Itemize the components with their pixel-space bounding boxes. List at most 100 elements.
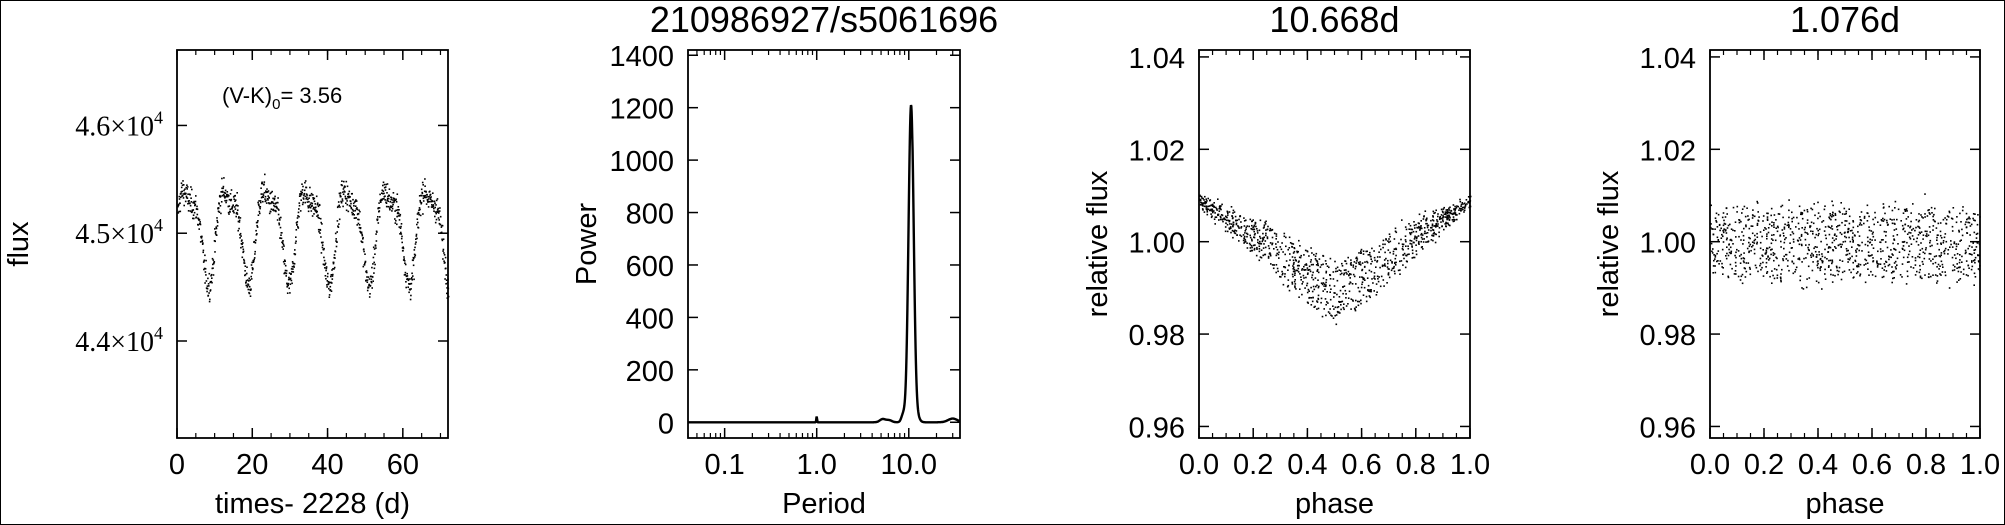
data-point bbox=[1407, 247, 1410, 250]
data-point bbox=[1857, 225, 1859, 228]
data-point bbox=[1394, 230, 1397, 233]
data-point bbox=[1860, 224, 1863, 226]
data-point bbox=[396, 223, 398, 226]
data-point bbox=[1879, 241, 1882, 244]
data-point bbox=[1863, 222, 1865, 225]
data-point bbox=[1339, 273, 1342, 276]
data-point bbox=[1792, 238, 1795, 241]
data-point bbox=[1955, 257, 1957, 260]
data-point bbox=[252, 261, 255, 263]
data-point bbox=[1770, 253, 1772, 256]
data-point bbox=[1940, 237, 1943, 239]
data-point bbox=[1264, 246, 1267, 249]
data-point bbox=[1411, 257, 1414, 259]
data-point bbox=[315, 206, 317, 209]
data-point bbox=[351, 211, 353, 214]
data-point bbox=[270, 208, 273, 210]
data-point bbox=[285, 272, 288, 275]
data-point bbox=[178, 195, 181, 198]
data-point bbox=[325, 278, 327, 280]
data-point bbox=[1910, 220, 1912, 223]
data-point bbox=[393, 198, 396, 200]
data-point bbox=[267, 195, 269, 197]
data-point bbox=[445, 279, 448, 281]
y-tick-label: 0 bbox=[658, 408, 674, 440]
data-point bbox=[1752, 244, 1754, 247]
data-point bbox=[1903, 240, 1906, 243]
data-point bbox=[1776, 277, 1779, 279]
data-point bbox=[375, 240, 378, 242]
data-point bbox=[348, 196, 350, 199]
data-point bbox=[1776, 225, 1779, 228]
data-point bbox=[1359, 261, 1361, 263]
data-point bbox=[295, 240, 297, 243]
data-point bbox=[322, 241, 324, 244]
data-point bbox=[337, 225, 339, 227]
data-point bbox=[1712, 248, 1714, 250]
data-point bbox=[1387, 272, 1390, 274]
data-point bbox=[1932, 258, 1934, 260]
data-point bbox=[225, 195, 228, 198]
data-point bbox=[356, 208, 359, 211]
data-point bbox=[1376, 275, 1379, 278]
data-point bbox=[1766, 272, 1768, 274]
data-point bbox=[1806, 222, 1809, 224]
data-point bbox=[256, 233, 258, 235]
data-point bbox=[1375, 294, 1378, 296]
data-point bbox=[1317, 294, 1320, 297]
data-point bbox=[271, 190, 273, 193]
data-point bbox=[410, 288, 412, 290]
data-point bbox=[330, 275, 332, 278]
data-point bbox=[274, 195, 276, 198]
data-point bbox=[1235, 230, 1238, 232]
data-point bbox=[1788, 199, 1790, 201]
data-point bbox=[1971, 265, 1974, 268]
data-point bbox=[1345, 262, 1348, 265]
data-point bbox=[1794, 271, 1796, 273]
data-point bbox=[1919, 264, 1921, 267]
data-point bbox=[1218, 207, 1220, 210]
data-point bbox=[1210, 204, 1212, 206]
data-point bbox=[1415, 230, 1418, 233]
data-point bbox=[426, 199, 429, 202]
data-point bbox=[1343, 285, 1346, 287]
data-point bbox=[249, 279, 251, 281]
data-point bbox=[212, 259, 215, 261]
data-point bbox=[340, 201, 343, 204]
x-tick-label: 0.1 bbox=[704, 449, 744, 481]
data-point bbox=[1253, 224, 1256, 227]
data-point bbox=[212, 263, 214, 266]
data-point bbox=[1870, 270, 1872, 273]
data-point bbox=[1328, 266, 1330, 269]
data-point bbox=[1409, 224, 1412, 227]
data-point bbox=[1955, 221, 1958, 224]
data-point bbox=[440, 226, 443, 228]
data-point bbox=[419, 214, 422, 217]
data-point bbox=[1426, 236, 1428, 238]
data-point bbox=[1361, 276, 1363, 278]
data-point bbox=[1289, 253, 1291, 255]
data-point bbox=[1896, 218, 1898, 221]
data-point bbox=[375, 247, 377, 249]
data-point bbox=[1312, 285, 1315, 288]
data-point bbox=[189, 210, 192, 212]
data-point bbox=[216, 217, 218, 219]
data-point bbox=[1312, 271, 1314, 274]
data-point bbox=[1745, 270, 1748, 273]
data-point bbox=[1765, 266, 1767, 268]
data-point bbox=[1362, 278, 1365, 281]
data-point bbox=[1291, 246, 1294, 248]
data-point bbox=[1297, 271, 1300, 273]
data-point bbox=[1348, 290, 1351, 293]
data-point bbox=[211, 257, 214, 260]
data-point bbox=[1831, 215, 1833, 218]
data-point bbox=[1271, 264, 1274, 266]
data-point bbox=[321, 223, 323, 225]
data-point bbox=[1737, 275, 1740, 278]
data-point bbox=[1836, 228, 1839, 231]
data-point bbox=[397, 209, 399, 211]
data-point bbox=[1393, 248, 1396, 250]
data-point bbox=[1770, 249, 1772, 251]
data-point bbox=[1200, 195, 1203, 198]
data-point bbox=[1315, 264, 1318, 266]
